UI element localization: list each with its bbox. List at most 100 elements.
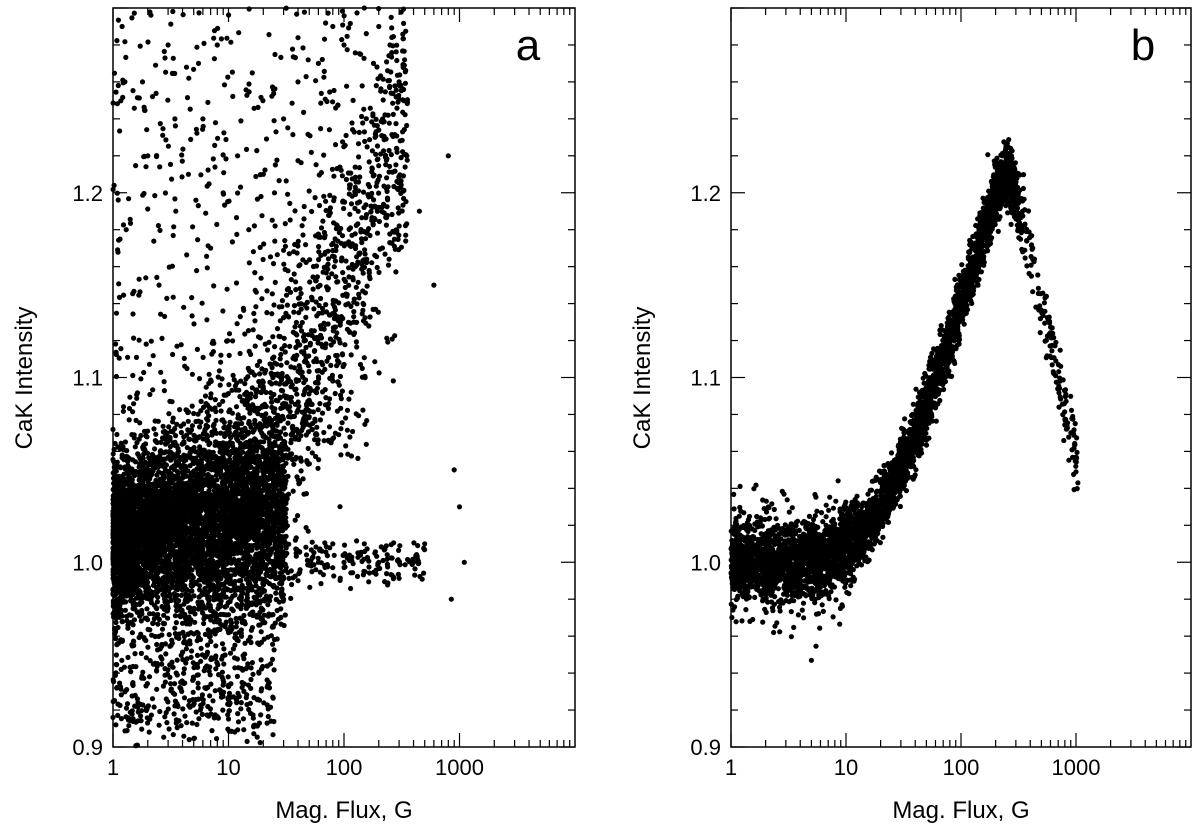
data-point xyxy=(274,529,280,535)
data-point xyxy=(269,399,275,405)
data-point xyxy=(172,426,178,432)
data-point xyxy=(204,562,210,568)
data-point xyxy=(155,594,161,600)
data-point xyxy=(176,449,182,455)
data-point xyxy=(153,539,159,545)
data-point xyxy=(175,470,181,476)
data-point xyxy=(137,493,143,499)
data-point xyxy=(192,562,198,568)
data-point xyxy=(157,454,163,460)
data-point xyxy=(261,587,267,594)
data-point xyxy=(161,612,167,618)
data-point xyxy=(178,584,184,590)
data-point xyxy=(133,417,139,423)
data-point xyxy=(173,506,179,512)
data-point xyxy=(167,434,173,441)
data-point xyxy=(168,457,174,463)
data-point xyxy=(122,548,128,555)
data-point xyxy=(118,591,124,597)
data-point xyxy=(159,539,165,545)
data-point xyxy=(205,417,211,423)
data-point xyxy=(172,613,178,619)
data-point xyxy=(149,632,155,638)
data-point xyxy=(199,652,205,658)
data-point xyxy=(150,453,156,459)
data-point xyxy=(145,644,151,650)
data-point xyxy=(160,534,166,540)
data-point xyxy=(154,599,160,605)
data-point xyxy=(153,438,159,444)
data-point xyxy=(150,620,156,626)
data-point xyxy=(239,420,245,427)
data-point xyxy=(189,648,195,654)
data-point xyxy=(158,462,164,468)
data-point xyxy=(219,641,226,647)
data-point xyxy=(274,538,280,544)
data-point xyxy=(196,577,202,583)
data-point xyxy=(181,439,187,445)
data-point xyxy=(200,354,206,360)
data-point xyxy=(282,612,288,618)
data-point xyxy=(162,483,168,489)
data-point xyxy=(217,382,223,388)
data-point xyxy=(213,496,219,503)
data-point xyxy=(139,539,145,545)
data-point xyxy=(198,408,204,414)
data-point xyxy=(120,484,126,490)
data-point xyxy=(181,434,187,440)
data-point xyxy=(195,606,201,612)
data-point xyxy=(202,393,209,399)
data-point xyxy=(166,424,172,430)
data-point xyxy=(115,498,121,504)
data-point xyxy=(185,418,191,424)
data-point xyxy=(113,636,119,642)
data-point xyxy=(192,619,198,625)
data-point xyxy=(182,576,188,583)
data-point xyxy=(176,457,183,463)
data-point xyxy=(160,423,166,429)
data-point xyxy=(135,482,142,488)
data-point xyxy=(114,539,120,545)
data-point xyxy=(150,590,156,596)
data-point xyxy=(138,650,144,657)
data-point xyxy=(168,465,174,471)
data-point xyxy=(183,457,189,463)
data-point xyxy=(173,620,179,626)
data-point xyxy=(208,559,214,566)
data-point xyxy=(273,590,279,596)
data-point xyxy=(268,530,275,536)
data-point xyxy=(113,652,119,658)
data-point xyxy=(229,440,235,446)
data-point xyxy=(212,397,218,403)
data-point xyxy=(196,594,202,600)
data-point xyxy=(188,594,194,600)
data-point xyxy=(275,469,281,475)
data-point xyxy=(276,444,282,450)
data-point xyxy=(158,448,164,454)
data-point xyxy=(150,387,156,393)
data-point xyxy=(141,442,147,448)
data-point xyxy=(155,611,161,618)
data-point xyxy=(144,582,150,588)
data-point xyxy=(133,468,139,475)
data-point xyxy=(182,537,188,543)
data-point xyxy=(144,606,150,612)
data-point xyxy=(172,517,179,524)
data-point xyxy=(216,538,222,544)
data-point xyxy=(270,641,276,647)
data-point xyxy=(248,627,254,633)
data-point xyxy=(120,408,126,414)
data-point xyxy=(218,408,224,414)
data-point xyxy=(280,479,286,485)
data-point xyxy=(183,515,189,521)
data-point xyxy=(197,587,203,593)
data-point xyxy=(126,417,132,423)
data-point xyxy=(282,431,289,437)
data-point xyxy=(139,559,145,565)
data-point xyxy=(169,575,175,582)
data-point xyxy=(146,473,152,479)
data-point xyxy=(128,503,134,509)
data-point xyxy=(227,407,233,413)
